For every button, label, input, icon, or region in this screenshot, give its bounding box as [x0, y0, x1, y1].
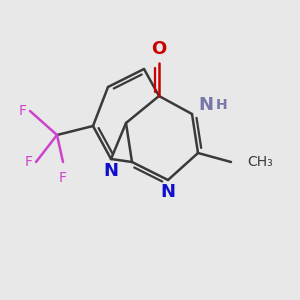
Text: F: F — [19, 104, 27, 118]
Text: N: N — [198, 96, 213, 114]
Text: CH₃: CH₃ — [248, 155, 273, 169]
Text: N: N — [160, 183, 175, 201]
Text: O: O — [152, 40, 166, 58]
Text: N: N — [103, 162, 118, 180]
Text: F: F — [25, 155, 33, 169]
Text: H: H — [216, 98, 228, 112]
Text: F: F — [59, 171, 67, 185]
